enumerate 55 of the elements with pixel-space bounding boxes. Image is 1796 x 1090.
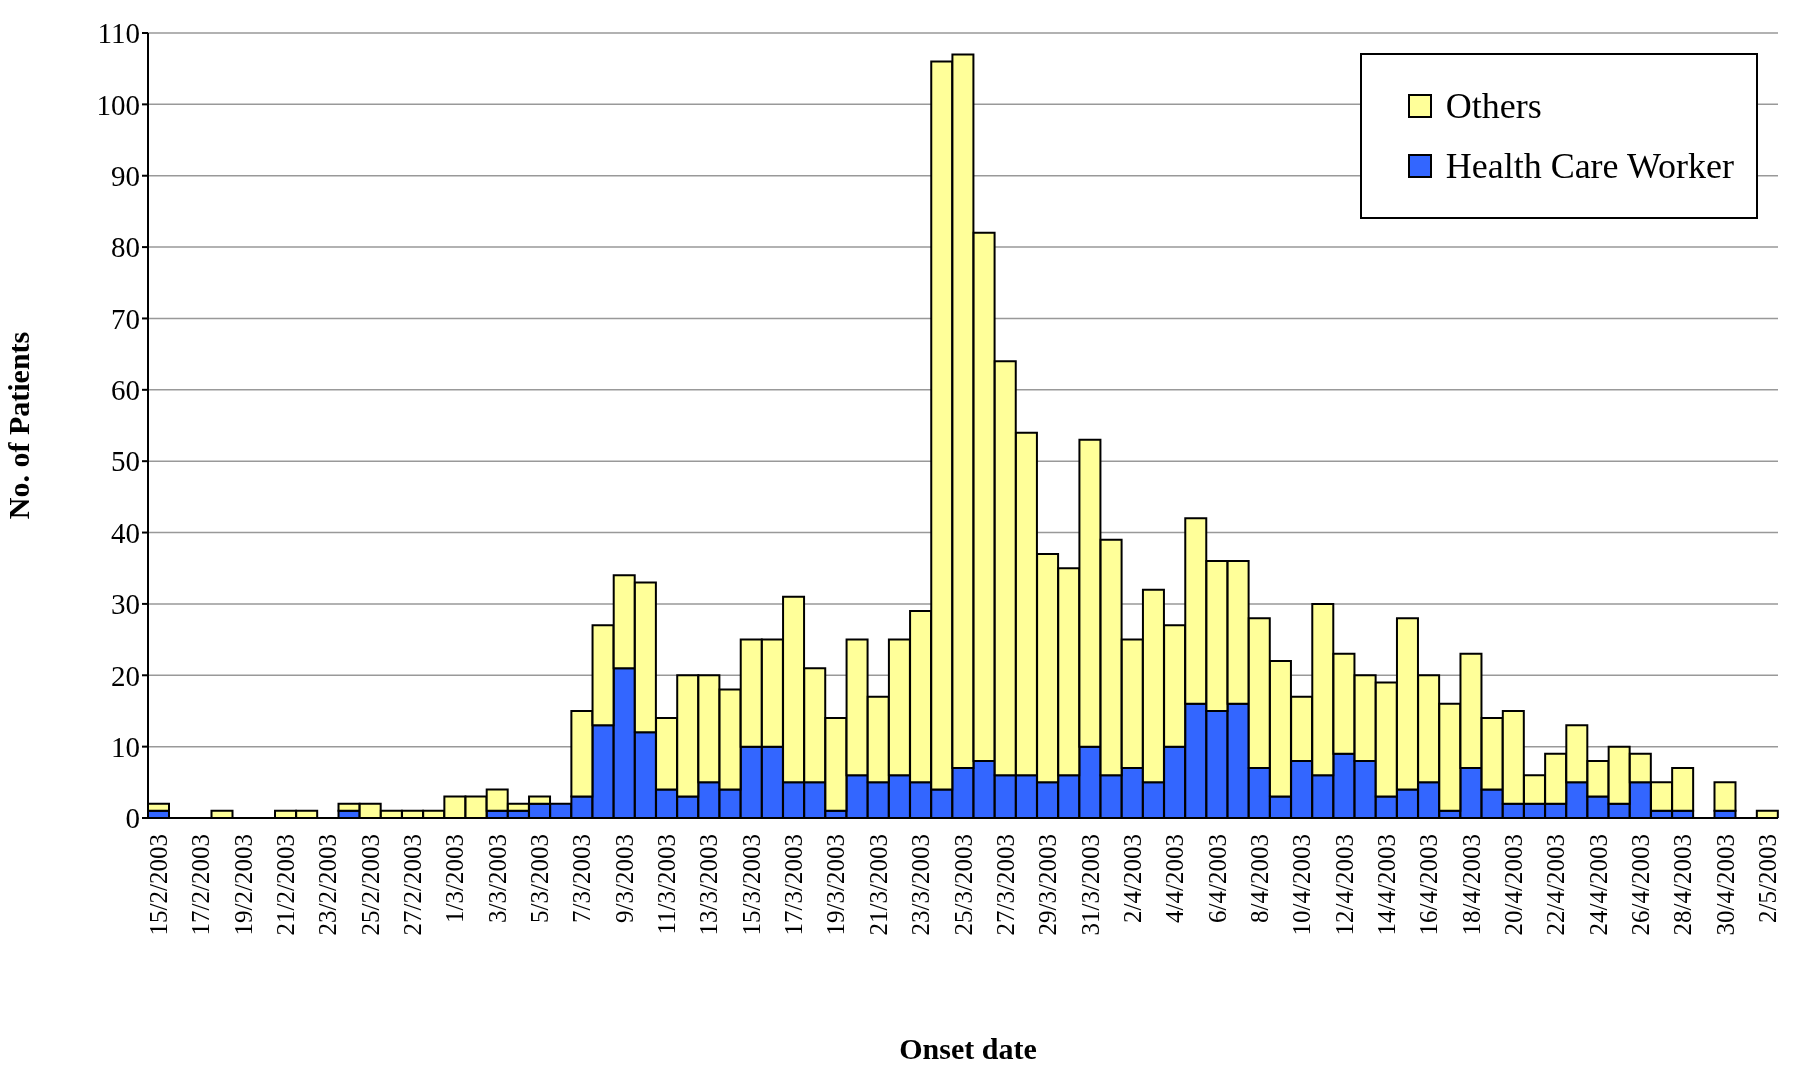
x-tick-label: 7/3/2003	[568, 834, 596, 923]
x-tick-label: 16/4/2003	[1415, 834, 1443, 936]
x-tick-label: 2/4/2003	[1118, 834, 1146, 923]
y-tick-label: 40	[111, 516, 140, 549]
y-tick-label: 50	[111, 445, 140, 478]
y-tick-label: 70	[111, 302, 140, 335]
x-tick-label: 23/2/2003	[314, 834, 342, 936]
x-tick-label: 3/3/2003	[483, 834, 511, 923]
x-tick-label: 21/3/2003	[864, 834, 892, 936]
x-tick-label: 15/2/2003	[145, 834, 173, 936]
x-tick-label: 23/3/2003	[907, 834, 935, 936]
x-tick-label: 25/3/2003	[949, 834, 977, 936]
x-tick-label: 26/4/2003	[1626, 834, 1654, 936]
x-tick-label: 10/4/2003	[1288, 834, 1316, 936]
x-tick-label: 11/3/2003	[653, 834, 681, 935]
y-axis-title: No. of Patients	[1, 331, 35, 520]
x-tick-label: 8/4/2003	[1245, 834, 1273, 923]
y-tick-label: 60	[111, 374, 140, 407]
y-tick-label: 0	[125, 802, 140, 835]
x-tick-label: 9/3/2003	[610, 834, 638, 923]
x-tick-label: 2/5/2003	[1753, 834, 1781, 923]
x-tick-label: 21/2/2003	[272, 834, 300, 936]
x-tick-label: 20/4/2003	[1499, 834, 1527, 936]
y-tick-label: 30	[111, 588, 140, 621]
x-tick-label: 27/2/2003	[399, 834, 427, 936]
x-axis-title: Onset date	[898, 1032, 1038, 1066]
x-tick-label: 29/3/2003	[1034, 834, 1062, 936]
x-tick-label: 19/3/2003	[822, 834, 850, 936]
x-tick-label: 19/2/2003	[229, 834, 257, 936]
y-tick-label: 90	[111, 160, 140, 193]
x-tick-label: 30/4/2003	[1711, 834, 1739, 936]
x-tick-label: 17/3/2003	[780, 834, 808, 936]
x-tick-label: 17/2/2003	[187, 834, 215, 936]
x-tick-label: 27/3/2003	[991, 834, 1019, 936]
x-tick-label: 15/3/2003	[737, 834, 765, 936]
legend-label: Health Care Worker	[1444, 145, 1734, 187]
x-tick-label: 25/2/2003	[356, 834, 384, 936]
y-tick-label: 110	[97, 17, 140, 50]
x-tick-label: 4/4/2003	[1161, 834, 1189, 923]
x-tick-label: 14/4/2003	[1372, 834, 1400, 936]
legend-label: Others	[1444, 85, 1543, 127]
x-tick-label: 31/3/2003	[1076, 834, 1104, 936]
x-tick-label: 18/4/2003	[1457, 834, 1485, 936]
y-tick-label: 20	[111, 659, 140, 692]
x-tick-label: 13/3/2003	[695, 834, 723, 936]
x-tick-label: 6/4/2003	[1203, 834, 1231, 923]
x-tick-label: 12/4/2003	[1330, 834, 1358, 936]
y-tick-label: 10	[111, 730, 140, 763]
x-tick-label: 22/4/2003	[1542, 834, 1570, 936]
x-tick-label: 1/3/2003	[441, 834, 469, 923]
y-tick-label: 80	[111, 231, 140, 264]
y-tick-label: 100	[96, 88, 140, 121]
x-tick-label: 28/4/2003	[1669, 834, 1697, 936]
x-tick-label: 5/3/2003	[526, 834, 554, 923]
x-tick-label: 24/4/2003	[1584, 834, 1612, 936]
